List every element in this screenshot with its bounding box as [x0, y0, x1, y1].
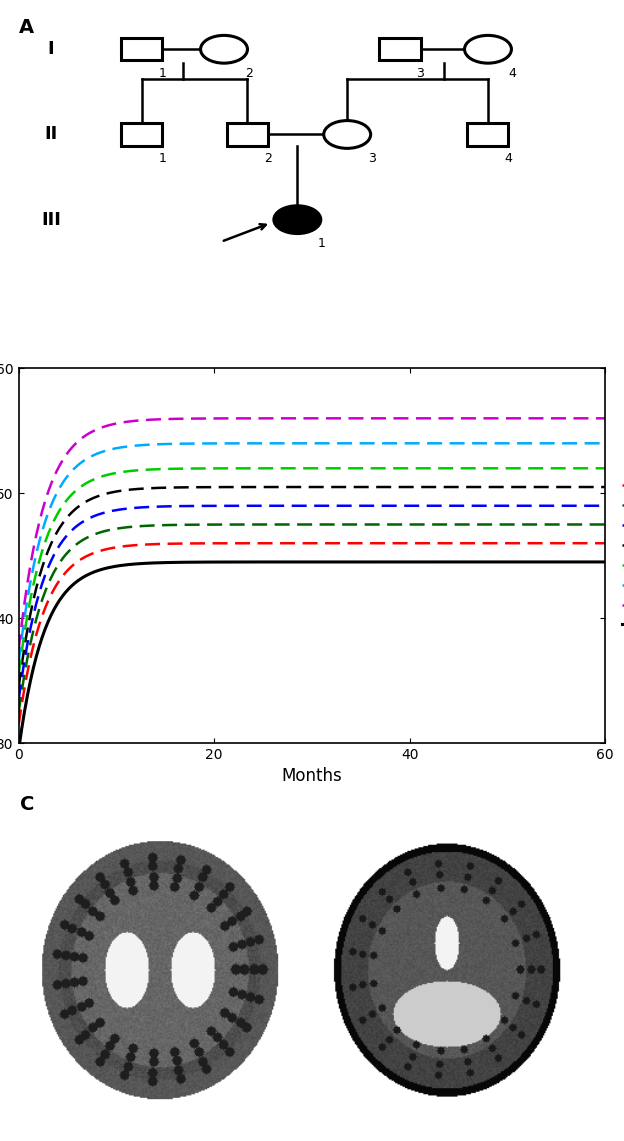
Text: 4: 4 [505, 152, 512, 164]
Bar [227, 123, 268, 146]
Text: I: I [47, 40, 54, 58]
Ellipse shape [200, 35, 248, 63]
Bar [121, 123, 162, 146]
Text: 2: 2 [245, 66, 253, 80]
Bar [467, 123, 509, 146]
Text: 1: 1 [158, 152, 167, 164]
Text: III: III [41, 211, 61, 228]
Bar [379, 39, 421, 60]
Ellipse shape [324, 121, 371, 148]
Text: 1: 1 [318, 237, 326, 250]
Text: C: C [21, 795, 35, 814]
Text: 4: 4 [509, 66, 517, 80]
Bar [121, 39, 162, 60]
Ellipse shape [274, 205, 321, 234]
Text: 1: 1 [158, 66, 167, 80]
Text: 3: 3 [368, 152, 376, 164]
Text: 2: 2 [264, 152, 272, 164]
Legend: -3SD, -2SD, -1SD, 0SD, +1SD, +2SD, +3SD, Proband: -3SD, -2SD, -1SD, 0SD, +1SD, +2SD, +3SD,… [617, 475, 624, 637]
Text: 3: 3 [417, 66, 424, 80]
Ellipse shape [464, 35, 512, 63]
Text: II: II [44, 126, 57, 144]
Text: A: A [19, 18, 34, 37]
X-axis label: Months: Months [281, 768, 343, 785]
